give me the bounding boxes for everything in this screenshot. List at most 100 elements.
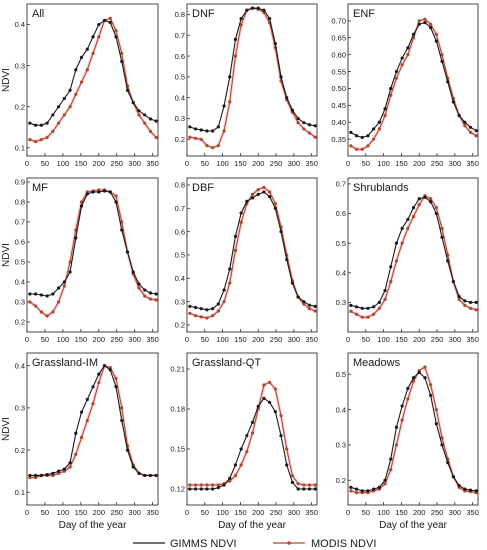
gimms-series (188, 6, 317, 133)
panel-title: All (32, 8, 44, 20)
modis-series-point (383, 482, 387, 486)
modis-series-point (97, 380, 101, 385)
modis-series-point (296, 482, 300, 486)
gimms-series-point (143, 288, 147, 292)
modis-series-point (463, 303, 467, 307)
gimms-series-point (313, 124, 317, 128)
modis-series-point (120, 406, 124, 410)
modis-series-point (154, 135, 158, 140)
modis-series-point (394, 259, 399, 263)
modis-series-point (222, 129, 226, 133)
modis-series-point (205, 143, 209, 148)
gimms-series (28, 18, 158, 127)
modis-series-point (307, 483, 312, 487)
gimms-series-point (205, 308, 209, 312)
modis-series-point (193, 483, 198, 487)
gimms-series-point (148, 117, 153, 121)
y-tick-label: 0.8 (175, 181, 185, 190)
gimms-series-point (91, 35, 95, 39)
gimms-series-point (137, 109, 141, 113)
gimms-series-point (74, 68, 78, 72)
gimms-series-point (400, 226, 404, 230)
gimms-series-point (245, 8, 249, 12)
panel-grid: All 0 50 100 150 200 250 300 350 0.1 0.2 0.3 0.4 NDVI… (1, 3, 479, 531)
panel-title: ENF (353, 8, 375, 20)
modis-series (188, 185, 317, 320)
x-tick-label: 300 (288, 159, 301, 168)
modis-series-point (193, 136, 198, 140)
gimms-series-point (366, 134, 370, 138)
gimms-series-point (440, 59, 444, 64)
modis-series-point (262, 185, 266, 189)
gimms-series-point (45, 473, 49, 477)
x-tick-label: 150 (234, 159, 247, 168)
modis-series-point (250, 431, 255, 435)
gimms-series-point (279, 230, 283, 234)
modis-series-point (68, 465, 72, 469)
gimms-series-point (97, 372, 101, 376)
modis-series-point (199, 483, 203, 487)
y-tick-label: 0.6 (175, 227, 185, 236)
modis-series-point (91, 402, 95, 406)
gimms-series-point (239, 447, 243, 451)
gimms-series-point (91, 385, 95, 389)
gimms-series-point (245, 199, 249, 203)
gimms-series-point (296, 295, 300, 299)
panel-title: Shrublands (353, 182, 409, 194)
x-tick-label: 150 (395, 159, 408, 168)
y-tick-label: 0.5 (336, 239, 346, 248)
gimms-series (188, 190, 317, 312)
modis-series-point (349, 489, 353, 493)
modis-series (28, 16, 158, 144)
modis-glow (189, 185, 316, 320)
x-tick-label: 350 (305, 159, 318, 168)
y-tick-label: 0.21 (170, 365, 185, 374)
modis-series-point (79, 80, 84, 84)
gimms-series-point (417, 22, 421, 26)
modis-series-point (51, 129, 55, 133)
x-tick-label: 250 (431, 335, 444, 344)
y-tick-label: 0.4 (15, 361, 25, 370)
x-tick-label: 0 (25, 159, 29, 168)
gimms-series-point (400, 404, 404, 408)
gimms-series-point (411, 206, 416, 210)
panel-title: Grassland-IM (32, 357, 98, 369)
panel-enf: ENF 0 50 100 150 200 250 300 350 0.35 0.40 0.45 0.50… (331, 3, 479, 168)
modis-series-point (474, 308, 478, 312)
gimms-series-point (377, 120, 381, 124)
gimms-series-point (302, 487, 306, 491)
gimms-series-point (239, 211, 243, 215)
gimms-series-point (211, 307, 215, 311)
gimms-series-point (74, 431, 78, 435)
x-tick-label: 250 (270, 335, 283, 344)
modis-series-point (68, 105, 72, 109)
gimms-series-point (68, 88, 72, 92)
modis-series-point (389, 93, 393, 97)
x-tick-label: 250 (270, 508, 283, 517)
x-tick-label: 350 (146, 335, 159, 344)
modis-series-point (360, 315, 364, 319)
modis-series-point (377, 306, 381, 310)
gimms-series-point (446, 259, 450, 263)
modis-series-point (463, 124, 467, 128)
x-tick-label: 350 (146, 508, 159, 517)
gimms-series-point (423, 195, 427, 199)
modis-series-point (120, 51, 124, 55)
modis-series-point (423, 365, 427, 369)
modis-series-point (62, 284, 66, 288)
modis-series-point (400, 241, 404, 245)
modis-glow (189, 6, 317, 150)
gimms-series-line (350, 371, 477, 492)
x-tick-label: 250 (110, 335, 123, 344)
modis-series-point (417, 19, 421, 23)
x-tick-label: 250 (431, 159, 444, 168)
gimms-series-point (273, 41, 277, 46)
modis-series-point (349, 309, 353, 313)
gimms-series-point (228, 267, 232, 271)
modis-glow (29, 364, 157, 480)
gimms-series-point (51, 471, 55, 475)
gimms-series (188, 396, 317, 491)
modis-series-line (189, 186, 316, 319)
gimms-series-point (222, 104, 226, 108)
gimms-series-point (285, 463, 289, 467)
